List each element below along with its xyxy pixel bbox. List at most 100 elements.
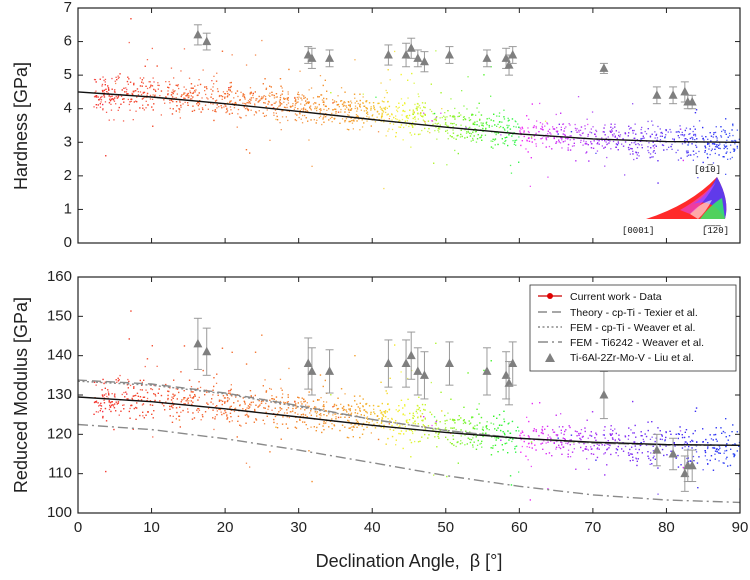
data-point: [254, 54, 257, 56]
data-point: [398, 432, 400, 435]
data-point: [178, 419, 181, 421]
data-point: [719, 447, 721, 449]
data-point: [725, 146, 727, 148]
data-point: [142, 411, 144, 413]
data-point: [231, 112, 233, 114]
data-point: [221, 98, 223, 100]
data-point: [641, 147, 643, 149]
data-point: [445, 130, 447, 132]
data-point: [642, 438, 644, 441]
data-point: [521, 445, 523, 448]
data-point: [126, 80, 129, 83]
data-point: [553, 128, 556, 130]
data-point: [323, 116, 325, 118]
data-point: [614, 439, 616, 441]
data-point: [365, 107, 367, 109]
data-point: [401, 118, 404, 121]
data-point: [391, 119, 393, 121]
data-point: [286, 98, 289, 100]
data-point: [709, 459, 711, 462]
data-point: [360, 414, 362, 416]
data-point: [581, 132, 584, 135]
data-point: [169, 99, 171, 101]
data-point: [482, 125, 484, 127]
data-point: [318, 399, 320, 401]
data-point: [205, 86, 208, 88]
data-point: [370, 432, 372, 434]
data-point: [723, 452, 725, 454]
data-point: [689, 460, 691, 462]
data-point: [423, 112, 425, 114]
data-point: [319, 374, 322, 376]
data-point: [558, 123, 560, 125]
data-point: [359, 106, 361, 108]
data-point: [479, 137, 481, 139]
data-point: [154, 89, 156, 91]
data-point: [558, 139, 560, 141]
data-point: [365, 410, 367, 413]
data-point: [135, 100, 137, 102]
data-point: [674, 445, 676, 447]
data-point: [443, 115, 445, 117]
data-point: [377, 102, 379, 105]
data-point: [362, 422, 365, 425]
data-point: [321, 123, 323, 126]
data-point: [631, 446, 633, 448]
liu-data-point: [687, 94, 697, 110]
data-point: [304, 96, 306, 99]
data-point: [673, 442, 675, 444]
data-point: [127, 93, 129, 95]
data-point: [712, 439, 714, 441]
data-point: [704, 450, 706, 452]
data-point: [361, 126, 364, 128]
data-point: [137, 399, 140, 401]
data-point: [471, 417, 473, 419]
data-point: [526, 446, 528, 448]
data-point: [165, 81, 167, 83]
data-point: [446, 164, 448, 166]
data-point: [322, 425, 324, 427]
data-point: [540, 138, 542, 140]
data-point: [502, 449, 504, 451]
data-point: [543, 440, 545, 442]
data-point: [218, 399, 221, 401]
data-point: [683, 436, 686, 439]
liu-data-point: [307, 47, 317, 69]
data-point: [466, 130, 468, 133]
data-point: [388, 105, 390, 108]
data-point: [482, 122, 484, 124]
data-point: [230, 384, 232, 386]
data-point: [277, 107, 279, 109]
data-point: [638, 448, 640, 451]
data-point: [560, 429, 562, 431]
data-point: [226, 90, 228, 93]
data-point: [223, 106, 225, 108]
data-point: [509, 128, 512, 130]
data-point: [449, 441, 451, 444]
data-point: [103, 399, 105, 401]
data-point: [207, 98, 209, 100]
data-point: [393, 116, 395, 119]
data-point: [525, 455, 527, 457]
data-point: [213, 83, 215, 85]
data-point: [503, 118, 506, 120]
data-point: [528, 436, 530, 438]
data-point: [714, 433, 717, 436]
data-point: [413, 82, 415, 84]
data-point: [378, 113, 380, 115]
data-point: [573, 448, 575, 450]
data-point: [331, 116, 333, 118]
data-point: [129, 109, 131, 111]
data-point: [399, 425, 401, 427]
data-point: [507, 423, 509, 425]
data-point: [598, 143, 600, 145]
data-point: [494, 144, 496, 146]
data-point: [408, 125, 410, 128]
data-point: [562, 446, 564, 448]
data-point: [331, 428, 333, 430]
data-point: [213, 428, 215, 431]
data-point: [345, 118, 348, 120]
data-point: [183, 403, 185, 405]
data-point: [295, 119, 298, 122]
data-point: [147, 411, 149, 413]
